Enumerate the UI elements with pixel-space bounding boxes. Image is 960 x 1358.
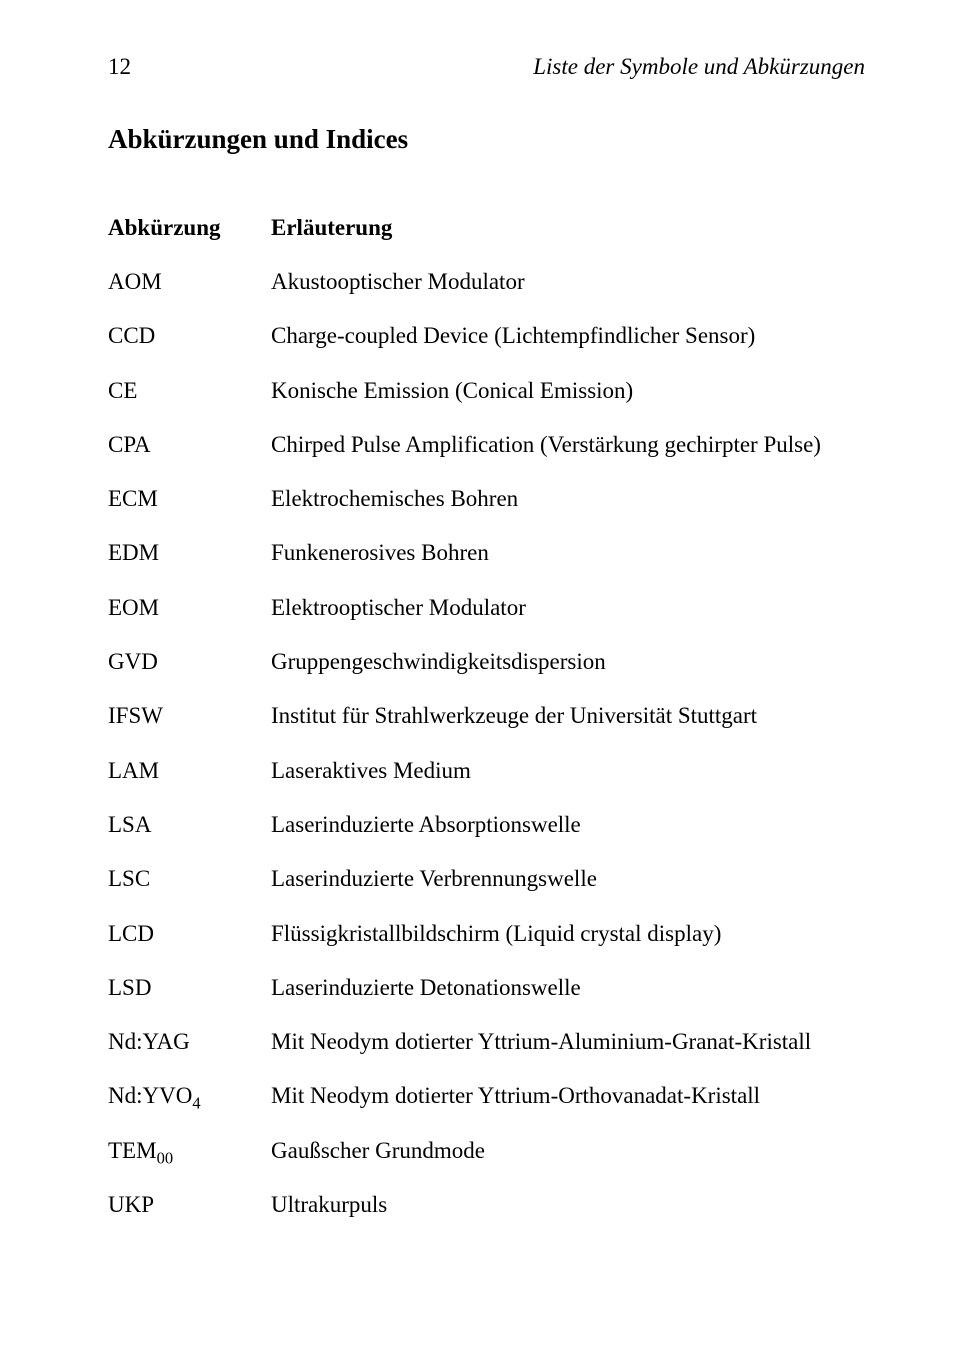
desc-cell: Akustooptischer Modulator: [271, 269, 865, 295]
abbrev-cell: GVD: [108, 649, 271, 675]
table-row: LSDLaserinduzierte Detonationswelle: [108, 975, 865, 1001]
desc-cell: Konische Emission (Conical Emission): [271, 378, 865, 404]
table-row: AOMAkustooptischer Modulator: [108, 269, 865, 295]
abbrev-cell: LCD: [108, 921, 271, 947]
desc-cell: Institut für Strahlwerkzeuge der Univers…: [271, 703, 865, 729]
desc-cell: Laserinduzierte Absorptionswelle: [271, 812, 865, 838]
desc-cell: Chirped Pulse Amplification (Verstärkung…: [271, 432, 865, 458]
abbrev-cell: IFSW: [108, 703, 271, 729]
abbrev-cell: CPA: [108, 432, 271, 458]
table-row: Nd:YAGMit Neodym dotierter Yttrium-Alumi…: [108, 1029, 865, 1055]
abbrev-cell: CCD: [108, 323, 271, 349]
abbrev-cell: EOM: [108, 595, 271, 621]
desc-cell: Ultrakurpuls: [271, 1192, 865, 1218]
desc-cell: Charge-coupled Device (Lichtempfindliche…: [271, 323, 865, 349]
table-row: LSCLaserinduzierte Verbrennungswelle: [108, 866, 865, 892]
desc-cell: Elektrooptischer Modulator: [271, 595, 865, 621]
abbrev-cell: LSC: [108, 866, 271, 892]
desc-cell: Laserinduzierte Detonationswelle: [271, 975, 865, 1001]
desc-cell: Gaußscher Grundmode: [271, 1138, 865, 1164]
desc-cell: Mit Neodym dotierter Yttrium-Aluminium-G…: [271, 1029, 865, 1055]
abbrev-cell: ECM: [108, 486, 271, 512]
column-header-abbrev: Abkürzung: [108, 215, 271, 241]
abbrev-cell: Nd:YAG: [108, 1029, 271, 1055]
abbrev-cell: AOM: [108, 269, 271, 295]
table-row: CCDCharge-coupled Device (Lichtempfindli…: [108, 323, 865, 349]
desc-cell: Elektrochemisches Bohren: [271, 486, 865, 512]
table-row: LSALaserinduzierte Absorptionswelle: [108, 812, 865, 838]
desc-cell: Laserinduzierte Verbrennungswelle: [271, 866, 865, 892]
table-row: CEKonische Emission (Conical Emission): [108, 378, 865, 404]
table-row: EOMElektrooptischer Modulator: [108, 595, 865, 621]
abbrev-cell: TEM00: [108, 1138, 271, 1164]
running-title: Liste der Symbole und Abkürzungen: [533, 54, 865, 80]
column-header-desc: Erläuterung: [271, 215, 865, 241]
table-row: EDMFunkenerosives Bohren: [108, 540, 865, 566]
table-row: LCDFlüssigkristallbildschirm (Liquid cry…: [108, 921, 865, 947]
abbrev-cell: LAM: [108, 758, 271, 784]
page-number: 12: [108, 54, 131, 80]
table-row: CPAChirped Pulse Amplification (Verstärk…: [108, 432, 865, 458]
desc-cell: Laseraktives Medium: [271, 758, 865, 784]
abbrev-cell: LSA: [108, 812, 271, 838]
abbreviations-table: Abkürzung Erläuterung AOMAkustooptischer…: [108, 215, 865, 1218]
abbrev-cell: CE: [108, 378, 271, 404]
desc-cell: Mit Neodym dotierter Yttrium-Orthovanada…: [271, 1083, 865, 1109]
abbrev-cell: EDM: [108, 540, 271, 566]
section-title: Abkürzungen und Indices: [108, 124, 865, 155]
table-row: IFSWInstitut für Strahlwerkzeuge der Uni…: [108, 703, 865, 729]
table-row: Nd:YVO4Mit Neodym dotierter Yttrium-Orth…: [108, 1083, 865, 1109]
table-header-row: Abkürzung Erläuterung: [108, 215, 865, 241]
desc-cell: Flüssigkristallbildschirm (Liquid crysta…: [271, 921, 865, 947]
table-row: TEM00Gaußscher Grundmode: [108, 1138, 865, 1164]
desc-cell: Funkenerosives Bohren: [271, 540, 865, 566]
table-row: ECMElektrochemisches Bohren: [108, 486, 865, 512]
desc-cell: Gruppengeschwindigkeitsdispersion: [271, 649, 865, 675]
page-header: 12 Liste der Symbole und Abkürzungen: [108, 54, 865, 80]
table-row: LAMLaseraktives Medium: [108, 758, 865, 784]
abbrev-cell: UKP: [108, 1192, 271, 1218]
table-row: GVDGruppengeschwindigkeitsdispersion: [108, 649, 865, 675]
table-row: UKPUltrakurpuls: [108, 1192, 865, 1218]
abbrev-cell: Nd:YVO4: [108, 1083, 271, 1109]
abbrev-cell: LSD: [108, 975, 271, 1001]
